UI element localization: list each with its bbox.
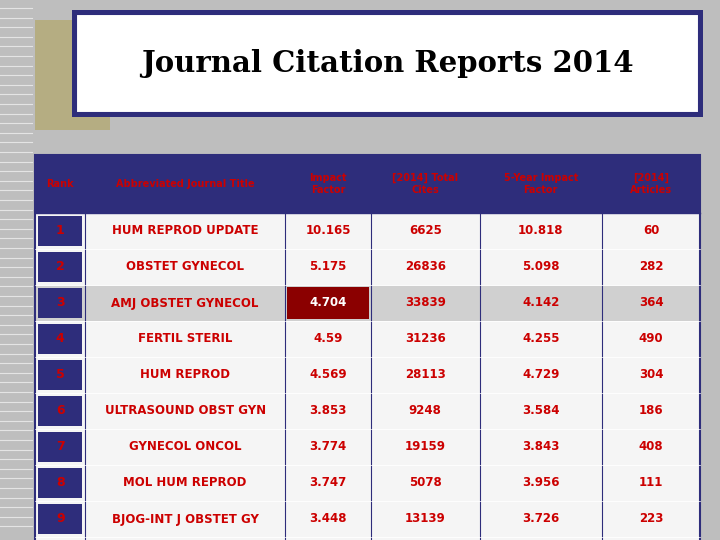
Text: 28113: 28113: [405, 368, 446, 381]
Text: 6625: 6625: [409, 225, 441, 238]
FancyBboxPatch shape: [38, 324, 82, 354]
FancyBboxPatch shape: [38, 288, 82, 318]
Text: 111: 111: [639, 476, 663, 489]
FancyBboxPatch shape: [38, 396, 82, 426]
Text: 26836: 26836: [405, 260, 446, 273]
Text: 13139: 13139: [405, 512, 446, 525]
FancyBboxPatch shape: [38, 252, 82, 282]
Text: 223: 223: [639, 512, 663, 525]
Text: 4.255: 4.255: [522, 333, 559, 346]
Text: AMJ OBSTET GYNECOL: AMJ OBSTET GYNECOL: [112, 296, 258, 309]
Text: 4.142: 4.142: [522, 296, 559, 309]
Text: 7: 7: [56, 441, 65, 454]
Text: 4.59: 4.59: [313, 333, 343, 346]
Text: 9248: 9248: [409, 404, 441, 417]
FancyBboxPatch shape: [38, 432, 82, 462]
FancyBboxPatch shape: [76, 14, 699, 113]
Text: HUM REPROD: HUM REPROD: [140, 368, 230, 381]
FancyBboxPatch shape: [35, 213, 700, 249]
Text: 1: 1: [56, 225, 65, 238]
Text: 3.843: 3.843: [522, 441, 559, 454]
Text: 408: 408: [639, 441, 663, 454]
Text: 4.729: 4.729: [522, 368, 559, 381]
FancyBboxPatch shape: [35, 249, 700, 285]
Text: GYNECOL ONCOL: GYNECOL ONCOL: [129, 441, 241, 454]
Text: 3.448: 3.448: [309, 512, 347, 525]
Text: 3: 3: [56, 296, 65, 309]
FancyBboxPatch shape: [35, 393, 700, 429]
FancyBboxPatch shape: [287, 287, 369, 319]
Text: 31236: 31236: [405, 333, 446, 346]
Text: 4: 4: [56, 333, 65, 346]
Text: 3.853: 3.853: [310, 404, 346, 417]
Text: 8: 8: [56, 476, 65, 489]
Text: 3.774: 3.774: [310, 441, 346, 454]
FancyBboxPatch shape: [35, 465, 700, 501]
Text: 5-Year Impact
Factor: 5-Year Impact Factor: [503, 173, 578, 195]
FancyBboxPatch shape: [38, 216, 82, 246]
Text: 33839: 33839: [405, 296, 446, 309]
Text: ULTRASOUND OBST GYN: ULTRASOUND OBST GYN: [104, 404, 266, 417]
Text: Impact
Factor: Impact Factor: [309, 173, 347, 195]
Text: 9: 9: [56, 512, 65, 525]
FancyBboxPatch shape: [35, 501, 700, 537]
Text: OBSTET GYNECOL: OBSTET GYNECOL: [126, 260, 244, 273]
Text: Journal Citation Reports 2014: Journal Citation Reports 2014: [140, 49, 634, 78]
Text: 3.747: 3.747: [310, 476, 346, 489]
Text: 3.584: 3.584: [522, 404, 559, 417]
FancyBboxPatch shape: [35, 20, 110, 130]
Text: 3.956: 3.956: [522, 476, 559, 489]
FancyBboxPatch shape: [35, 357, 700, 393]
Text: HUM REPROD UPDATE: HUM REPROD UPDATE: [112, 225, 258, 238]
Text: 2: 2: [56, 260, 65, 273]
Text: 186: 186: [639, 404, 663, 417]
Text: [2014]
Articles: [2014] Articles: [630, 173, 672, 195]
Text: 19159: 19159: [405, 441, 446, 454]
Text: MOL HUM REPROD: MOL HUM REPROD: [123, 476, 247, 489]
FancyBboxPatch shape: [35, 155, 700, 213]
FancyBboxPatch shape: [35, 537, 700, 540]
FancyBboxPatch shape: [38, 360, 82, 390]
Text: [2014] Total
Cites: [2014] Total Cites: [392, 173, 459, 195]
FancyBboxPatch shape: [35, 321, 700, 357]
Text: FERTIL STERIL: FERTIL STERIL: [138, 333, 233, 346]
Text: 10.818: 10.818: [518, 225, 564, 238]
Text: Abbreviated Journal Title: Abbreviated Journal Title: [116, 179, 254, 189]
Text: 5.175: 5.175: [310, 260, 346, 273]
Text: 60: 60: [643, 225, 660, 238]
FancyBboxPatch shape: [35, 285, 700, 321]
FancyBboxPatch shape: [72, 10, 703, 117]
Text: 282: 282: [639, 260, 663, 273]
Text: 5: 5: [56, 368, 65, 381]
Text: 364: 364: [639, 296, 663, 309]
Text: 4.569: 4.569: [309, 368, 347, 381]
FancyBboxPatch shape: [35, 429, 700, 465]
FancyBboxPatch shape: [38, 504, 82, 534]
Text: 6: 6: [56, 404, 65, 417]
Text: 490: 490: [639, 333, 663, 346]
Text: 10.165: 10.165: [305, 225, 351, 238]
Text: Rank: Rank: [46, 179, 74, 189]
Text: 5078: 5078: [409, 476, 441, 489]
FancyBboxPatch shape: [38, 468, 82, 498]
Text: 5.098: 5.098: [522, 260, 559, 273]
Text: 3.726: 3.726: [522, 512, 559, 525]
Text: 4.704: 4.704: [310, 296, 346, 309]
Text: BJOG-INT J OBSTET GY: BJOG-INT J OBSTET GY: [112, 512, 258, 525]
Text: 304: 304: [639, 368, 663, 381]
